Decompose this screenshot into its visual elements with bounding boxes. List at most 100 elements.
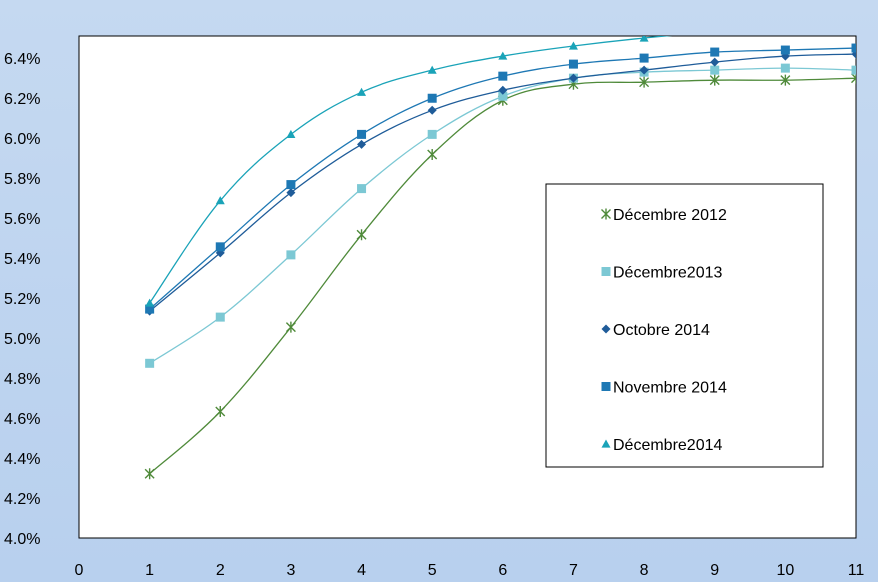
data-point bbox=[145, 298, 155, 307]
legend-item: Octobre 2014 bbox=[601, 322, 710, 339]
data-point bbox=[357, 87, 367, 96]
data-point bbox=[215, 242, 225, 252]
data-point bbox=[357, 129, 367, 139]
legend-label: Décembre2013 bbox=[613, 265, 723, 282]
data-point bbox=[851, 43, 856, 53]
y-tick-label: 5.4% bbox=[4, 251, 40, 268]
series-4 bbox=[145, 23, 790, 307]
data-point bbox=[639, 53, 649, 63]
y-tick-label: 4.6% bbox=[4, 411, 40, 428]
data-point bbox=[215, 196, 225, 205]
y-tick-label: 4.8% bbox=[4, 371, 40, 388]
series-line bbox=[149, 67, 856, 364]
x-tick-label: 3 bbox=[286, 562, 295, 579]
data-point bbox=[427, 105, 437, 115]
y-tick-label: 6.0% bbox=[4, 131, 40, 148]
data-point bbox=[710, 65, 720, 75]
data-point bbox=[568, 41, 578, 50]
x-tick-label: 10 bbox=[776, 562, 794, 579]
data-point bbox=[215, 312, 225, 322]
y-tick-label: 5.6% bbox=[4, 211, 40, 228]
data-point bbox=[498, 71, 508, 81]
data-point bbox=[427, 93, 437, 103]
data-point bbox=[781, 23, 790, 31]
x-tick-label: 8 bbox=[640, 562, 649, 579]
data-point bbox=[851, 72, 856, 84]
series-2 bbox=[145, 49, 856, 316]
x-tick-label: 0 bbox=[75, 562, 84, 579]
x-axis-ticks: 0 1 2 3 4 5 6 7 8 9 10 11 bbox=[75, 562, 865, 579]
legend-item: Novembre 2014 bbox=[601, 380, 727, 397]
x-tick-label: 6 bbox=[498, 562, 507, 579]
data-point bbox=[780, 63, 790, 73]
data-point bbox=[639, 76, 650, 88]
data-point bbox=[710, 27, 719, 35]
data-point bbox=[498, 91, 508, 101]
legend-marker bbox=[601, 267, 611, 276]
data-point bbox=[710, 57, 720, 67]
legend-marker bbox=[601, 382, 611, 391]
legend-label: Novembre 2014 bbox=[613, 380, 727, 397]
data-point bbox=[427, 148, 438, 160]
y-tick-label: 4.4% bbox=[4, 451, 40, 468]
series-line bbox=[149, 77, 856, 475]
data-point bbox=[780, 45, 790, 55]
y-tick-label: 5.2% bbox=[4, 291, 40, 308]
y-tick-label: 6.2% bbox=[4, 91, 40, 108]
data-point bbox=[356, 229, 367, 241]
series-line bbox=[149, 36, 673, 304]
data-point bbox=[851, 65, 856, 75]
legend-label: Décembre2014 bbox=[613, 437, 723, 454]
data-point bbox=[145, 358, 155, 368]
x-tick-label: 4 bbox=[357, 562, 366, 579]
data-point bbox=[639, 65, 649, 75]
data-point bbox=[286, 180, 296, 190]
legend-marker bbox=[601, 208, 611, 220]
legend: Décembre 2012 Décembre2013 Octobre 2014 Nov… bbox=[545, 183, 824, 468]
data-point bbox=[568, 59, 578, 69]
y-tick-label: 4.2% bbox=[4, 491, 40, 508]
legend-item: Décembre2013 bbox=[601, 265, 723, 282]
data-point bbox=[215, 405, 226, 417]
data-point bbox=[357, 139, 367, 149]
x-tick-label: 1 bbox=[145, 562, 154, 579]
legend-label: Décembre 2012 bbox=[613, 207, 727, 224]
data-point bbox=[357, 184, 367, 194]
x-tick-label: 2 bbox=[216, 562, 225, 579]
series-layer bbox=[144, 23, 856, 480]
x-tick-label: 7 bbox=[569, 562, 578, 579]
data-point bbox=[780, 74, 791, 86]
y-tick-label: 5.8% bbox=[4, 171, 40, 188]
y-tick-label: 4.0% bbox=[4, 531, 40, 548]
legend-item: Décembre 2012 bbox=[601, 207, 727, 224]
data-point bbox=[145, 304, 155, 314]
legend-marker bbox=[601, 439, 611, 448]
data-point bbox=[709, 74, 720, 86]
legend-marker bbox=[601, 324, 611, 334]
x-tick-label: 11 bbox=[848, 562, 865, 579]
data-point bbox=[286, 188, 296, 198]
data-point bbox=[286, 129, 296, 138]
data-point bbox=[498, 85, 508, 95]
data-point bbox=[427, 129, 437, 139]
y-tick-label: 6.4% bbox=[4, 51, 40, 68]
data-point bbox=[498, 51, 508, 60]
data-point bbox=[710, 47, 720, 57]
data-point bbox=[427, 65, 437, 74]
data-point bbox=[639, 36, 649, 42]
data-point bbox=[144, 468, 155, 480]
data-point bbox=[286, 250, 296, 260]
legend-label: Octobre 2014 bbox=[613, 322, 710, 339]
legend-box bbox=[545, 183, 824, 468]
y-tick-label: 5.0% bbox=[4, 331, 40, 348]
series-3 bbox=[145, 43, 856, 314]
legend-item: Décembre2014 bbox=[601, 437, 723, 454]
series-line bbox=[149, 53, 856, 312]
x-tick-label: 9 bbox=[710, 562, 719, 579]
x-tick-label: 5 bbox=[428, 562, 437, 579]
data-point bbox=[285, 321, 296, 333]
y-axis-ticks: 4.0% 4.2% 4.4% 4.6% 4.8% 5.0% 5.2% 5.4% 5.6% 5.8%… bbox=[4, 51, 40, 548]
data-point bbox=[568, 73, 578, 83]
